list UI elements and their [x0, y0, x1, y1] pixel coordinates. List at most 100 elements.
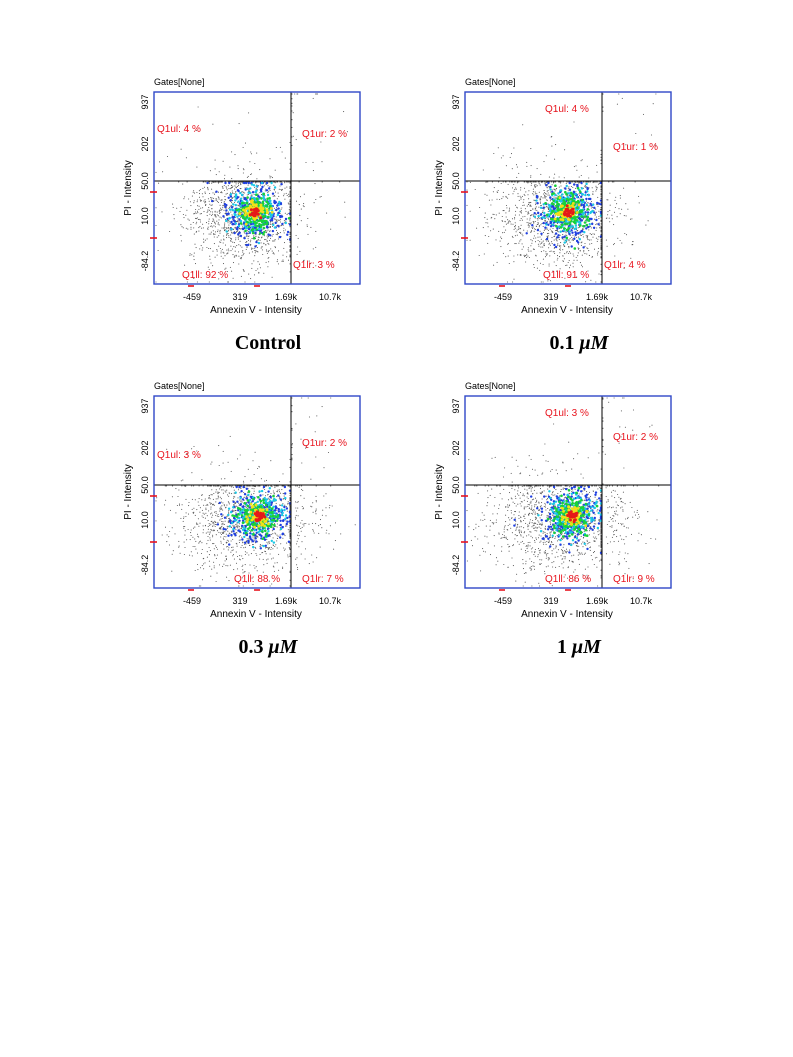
- event-dot: [244, 188, 247, 191]
- event-dot: [578, 224, 582, 227]
- event-dot: [220, 485, 222, 488]
- event-dot: [312, 248, 314, 250]
- event-dot: [248, 191, 252, 195]
- event-dot: [549, 225, 553, 228]
- event-dot: [531, 242, 533, 244]
- event-dot: [505, 223, 507, 225]
- event-dot: [208, 554, 210, 556]
- event-dot: [596, 204, 598, 206]
- event-dot: [222, 215, 225, 218]
- event-dot: [199, 511, 201, 513]
- event-dot: [526, 165, 528, 167]
- event-dot: [498, 212, 500, 214]
- event-dot: [228, 235, 230, 237]
- event-dot: [193, 213, 195, 215]
- event-dot: [554, 215, 556, 217]
- event-dot: [541, 242, 543, 244]
- event-dot: [514, 204, 517, 206]
- event-dot: [289, 535, 291, 537]
- event-dot: [231, 248, 234, 250]
- event-dot: [487, 222, 489, 224]
- event-dot: [562, 249, 564, 251]
- event-dot: [287, 217, 291, 220]
- event-dot: [550, 198, 552, 200]
- event-dot: [289, 249, 291, 251]
- event-dot: [183, 541, 185, 543]
- event-dot: [265, 200, 268, 203]
- event-dot: [509, 221, 511, 223]
- event-dot: [251, 251, 253, 253]
- axis-markers: [150, 191, 260, 287]
- event-dot: [522, 204, 524, 207]
- event-dot: [263, 181, 265, 183]
- event-dot: [616, 103, 618, 105]
- event-dot: [278, 195, 280, 197]
- event-dot: [600, 201, 602, 204]
- event-dot: [279, 526, 281, 528]
- event-dot: [265, 230, 267, 232]
- event-dot: [571, 181, 573, 183]
- event-dot: [265, 553, 267, 555]
- event-dot: [213, 219, 215, 221]
- event-dot: [520, 210, 522, 212]
- event-dot: [570, 245, 573, 248]
- event-dot: [206, 556, 208, 558]
- flow-plot-control: Gates[None] Q1ul: 4 % Q1ur: 2 % Q1ll: 92…: [118, 76, 418, 366]
- event-dot: [193, 252, 195, 254]
- event-dot: [556, 230, 559, 232]
- event-dot: [250, 200, 254, 204]
- event-dot: [208, 182, 210, 184]
- event-dot: [486, 218, 488, 220]
- event-dot: [508, 220, 510, 222]
- event-dot: [563, 222, 567, 225]
- event-dot: [193, 485, 195, 487]
- event-dot: [530, 214, 532, 217]
- event-dot: [577, 255, 579, 257]
- event-dot: [292, 135, 294, 137]
- event-dot: [186, 281, 188, 283]
- event-dot: [309, 263, 311, 265]
- event-dot: [228, 224, 230, 226]
- event-dot: [222, 509, 224, 511]
- event-dot: [276, 496, 278, 498]
- event-dot: [193, 259, 195, 261]
- event-dot: [224, 222, 226, 224]
- event-dot: [642, 113, 645, 115]
- event-dot: [587, 248, 589, 250]
- event-dot: [582, 200, 585, 203]
- event-dot: [220, 252, 222, 254]
- event-dot: [538, 226, 540, 228]
- event-dot: [526, 222, 528, 224]
- event-dot: [166, 155, 169, 158]
- event-dot: [566, 250, 568, 253]
- event-dot: [258, 272, 260, 274]
- event-dot: [225, 211, 227, 213]
- event-dot: [231, 200, 233, 202]
- event-dot: [201, 565, 203, 567]
- event-dot: [505, 181, 507, 183]
- event-dot: [572, 220, 576, 224]
- event-dot: [546, 253, 548, 255]
- event-dot: [254, 252, 256, 254]
- event-dot: [253, 260, 255, 262]
- event-dot: [585, 197, 588, 201]
- event-dot: [253, 490, 255, 492]
- event-dot: [210, 262, 212, 264]
- event-dot: [241, 544, 243, 547]
- event-dot: [199, 567, 202, 569]
- event-dot: [190, 551, 192, 553]
- event-dot: [265, 249, 268, 251]
- event-dot: [564, 190, 567, 194]
- event-dot: [527, 224, 529, 226]
- event-dot: [308, 260, 310, 262]
- event-dot: [511, 187, 514, 189]
- event-dot: [251, 227, 255, 231]
- event-dot: [259, 216, 263, 220]
- event-dot: [227, 196, 230, 199]
- event-dot: [245, 207, 248, 211]
- event-dot: [552, 203, 555, 206]
- event-dot: [275, 502, 277, 504]
- event-dot: [237, 181, 239, 183]
- event-dot: [527, 249, 529, 251]
- event-dot: [191, 254, 193, 256]
